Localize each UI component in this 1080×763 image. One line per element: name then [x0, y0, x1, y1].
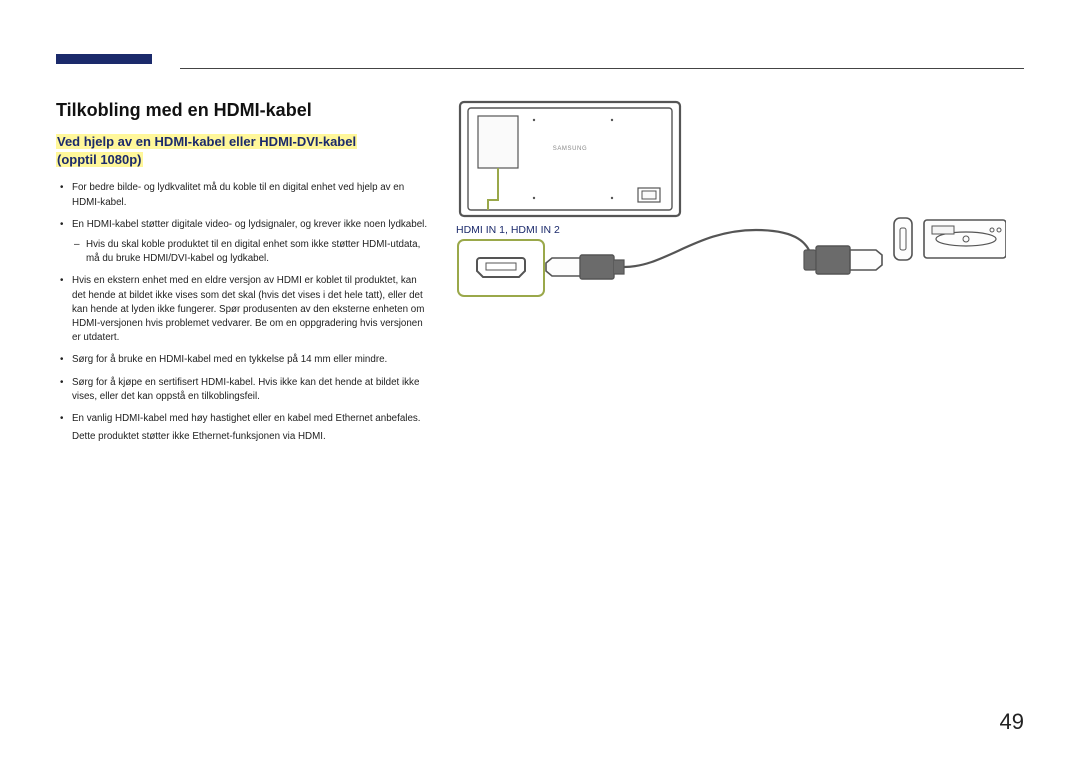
port-label: HDMI IN 1, HDMI IN 2 — [456, 224, 560, 236]
page-number: 49 — [1000, 709, 1024, 735]
section-subtitle: Ved hjelp av en HDMI-kabel eller HDMI-DV… — [56, 133, 428, 169]
tv-back-icon: SAMSUNG — [460, 102, 680, 216]
hdmi-cable-icon — [546, 230, 882, 279]
bullet-list: For bedre bilde- og lydkvalitet må du ko… — [56, 181, 428, 444]
list-item: For bedre bilde- og lydkvalitet må du ko… — [58, 181, 428, 209]
connection-diagram: SAMSUNG — [456, 100, 1006, 310]
list-item-text: En vanlig HDMI-kabel med høy hastighet e… — [72, 413, 421, 424]
accent-bar — [56, 54, 152, 64]
list-item: Sørg for å kjøpe en sertifisert HDMI-kab… — [58, 376, 428, 404]
trailing-text: Dette produktet støtter ikke Ethernet-fu… — [72, 430, 428, 444]
diagram-column: SAMSUNG — [456, 100, 1024, 452]
subtitle-line-2: (opptil 1080p) — [56, 152, 143, 167]
sub-list-item: Hvis du skal koble produktet til en digi… — [72, 238, 428, 266]
header-rule — [180, 68, 1024, 69]
list-item: Sørg for å bruke en HDMI-kabel med en ty… — [58, 353, 428, 367]
list-item: Hvis en ekstern enhet med en eldre versj… — [58, 274, 428, 345]
section-title: Tilkobling med en HDMI-kabel — [56, 100, 428, 121]
sub-list: Hvis du skal koble produktet til en digi… — [72, 238, 428, 266]
list-item: En vanlig HDMI-kabel med høy hastighet e… — [58, 412, 428, 444]
subtitle-line-1: Ved hjelp av en HDMI-kabel eller HDMI-DV… — [56, 134, 357, 149]
hdmi-port-icon — [458, 240, 544, 296]
media-player-icon — [924, 220, 1006, 258]
list-item: En HDMI-kabel støtter digitale video- og… — [58, 218, 428, 267]
svg-text:SAMSUNG: SAMSUNG — [553, 146, 588, 152]
text-column: Tilkobling med en HDMI-kabel Ved hjelp a… — [56, 100, 428, 452]
device-port-icon — [894, 218, 912, 260]
list-item-text: En HDMI-kabel støtter digitale video- og… — [72, 219, 427, 230]
